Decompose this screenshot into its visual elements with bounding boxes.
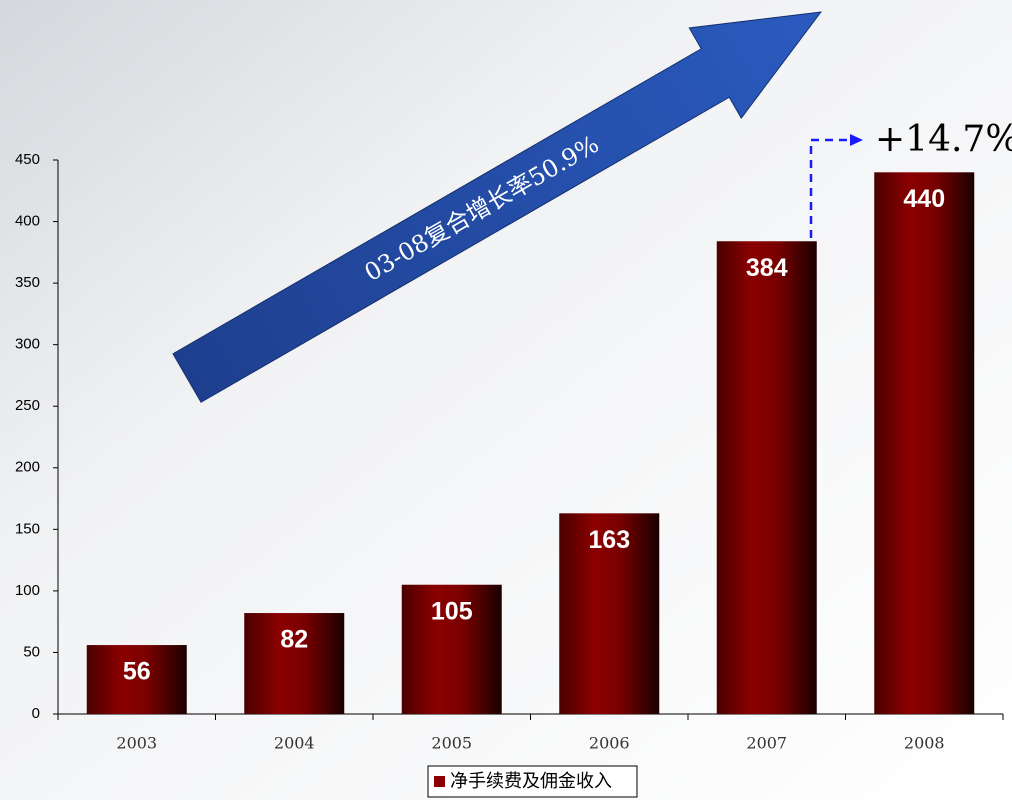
bar [86, 645, 187, 714]
x-tick-label: 2004 [274, 734, 315, 753]
legend-box [427, 765, 638, 798]
y-tick-label: 250 [15, 397, 40, 414]
value-label: 163 [588, 526, 630, 554]
value-label: 82 [280, 626, 308, 654]
bar [559, 513, 660, 714]
y-tick-label: 300 [15, 336, 40, 353]
x-tick-label: 2006 [589, 734, 630, 753]
legend: 净手续费及佣金收入 [427, 765, 638, 798]
y-tick-label: 150 [15, 520, 40, 537]
legend-swatch [434, 776, 445, 787]
y-tick-label: 400 [15, 213, 40, 230]
x-tick-label: 2007 [746, 734, 787, 753]
value-label: 440 [903, 185, 945, 213]
y-tick-label: 450 [15, 151, 40, 168]
x-tick-label: 2003 [116, 734, 157, 753]
x-tick-label: 2005 [431, 734, 472, 753]
bar [874, 172, 975, 715]
dashed-connector [809, 138, 852, 238]
bar [401, 584, 502, 714]
plot-area: 0 50 100 150 200 250 300 350 400 450 2003 56 2004 82 2… [15, 151, 1004, 753]
arrow-head [850, 134, 863, 146]
legend-label: 净手续费及佣金收入 [450, 771, 612, 792]
yoy-annotation: +14.7% [809, 119, 1012, 238]
y-tick-label: 350 [15, 274, 40, 291]
value-label: 384 [746, 254, 788, 282]
bar [716, 241, 817, 714]
y-tick-label: 0 [32, 705, 40, 722]
value-label: 56 [123, 658, 151, 686]
x-tick-label: 2008 [904, 734, 945, 753]
bar [244, 613, 345, 714]
value-label: 105 [431, 597, 473, 625]
arrow-shape [172, 11, 823, 403]
yoy-label: +14.7% [875, 119, 1012, 160]
y-tick-label: 50 [23, 643, 40, 660]
y-tick-label: 200 [15, 459, 40, 476]
y-tick-label: 100 [15, 582, 40, 599]
